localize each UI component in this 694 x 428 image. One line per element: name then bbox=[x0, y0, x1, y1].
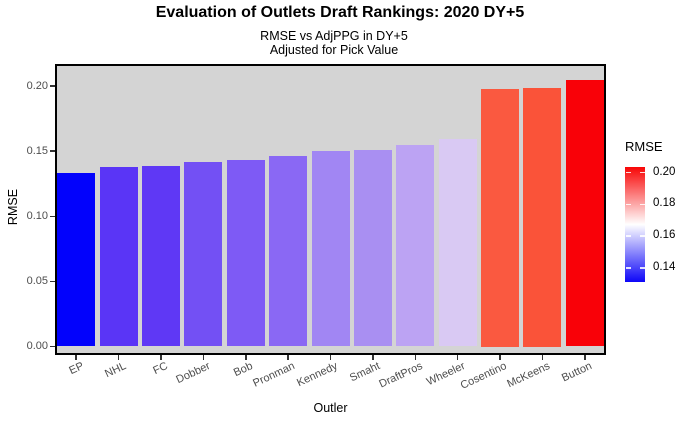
chart-subtitle-line1: RMSE vs AdjPPG in DY+5 bbox=[260, 29, 408, 43]
legend-tick-dash bbox=[625, 203, 631, 206]
y-tick-label: 0.10 bbox=[26, 209, 48, 222]
x-tick-label-NHL: NHL bbox=[102, 360, 128, 381]
legend-gradient-bar bbox=[625, 167, 645, 282]
x-tick-mark bbox=[160, 355, 162, 360]
x-tick-mark bbox=[245, 355, 247, 360]
bar-Wheeler bbox=[438, 139, 477, 347]
x-tick-mark bbox=[584, 355, 586, 360]
chart-subtitle-line2: Adjusted for Pick Value bbox=[269, 43, 399, 57]
x-tick-label-McKeens: McKeens bbox=[504, 360, 552, 391]
legend-tick-dash bbox=[639, 203, 645, 206]
x-tick-mark bbox=[372, 355, 374, 360]
bar-DraftPros bbox=[396, 144, 435, 347]
y-tick-label: 0.20 bbox=[26, 79, 48, 92]
chart-title: Evaluation of Outlets Draft Rankings: 20… bbox=[155, 4, 525, 21]
x-tick-label-Bob: Bob bbox=[231, 360, 255, 380]
legend-tick-dash bbox=[639, 235, 645, 237]
legend-tick-dash bbox=[625, 235, 631, 237]
x-tick-mark bbox=[329, 355, 332, 360]
legend-tick-dash bbox=[625, 171, 631, 174]
x-tick-mark bbox=[499, 355, 501, 360]
bar-EP bbox=[57, 172, 96, 347]
x-tick-mark bbox=[456, 355, 459, 360]
y-tick-mark bbox=[50, 280, 55, 283]
y-tick-mark bbox=[50, 345, 55, 348]
legend-tick-dash bbox=[639, 267, 645, 269]
x-tick-mark bbox=[287, 355, 289, 360]
legend-title: RMSE bbox=[625, 139, 663, 154]
legend-tick-dash bbox=[639, 171, 645, 174]
x-tick-label-DraftPros: DraftPros bbox=[377, 360, 425, 391]
y-tick-mark bbox=[50, 85, 55, 87]
x-tick-label-Cosentino: Cosentino bbox=[459, 360, 510, 392]
bar-Pronman bbox=[269, 155, 308, 347]
x-tick-label-Pronman: Pronman bbox=[251, 360, 298, 390]
x-tick-label-FC: FC bbox=[151, 360, 171, 378]
y-axis-title: RMSE bbox=[6, 188, 20, 226]
bar-Smaht bbox=[353, 150, 392, 347]
legend-tick-label: 0.20 bbox=[653, 165, 676, 178]
x-tick-label-EP: EP bbox=[66, 360, 86, 378]
bar-McKeens bbox=[523, 88, 562, 347]
x-tick-label-Kennedy: Kennedy bbox=[295, 360, 340, 390]
legend-tick-dash bbox=[625, 267, 631, 269]
y-tick-label: 0.15 bbox=[26, 144, 48, 157]
bar-FC bbox=[142, 166, 180, 347]
bar-NHL bbox=[99, 166, 138, 347]
x-tick-mark bbox=[75, 355, 77, 360]
legend-tick-label: 0.18 bbox=[653, 197, 676, 210]
x-tick-mark bbox=[202, 355, 205, 360]
x-tick-mark bbox=[117, 355, 120, 360]
y-tick-label: 0.05 bbox=[26, 274, 48, 287]
legend-tick-label: 0.14 bbox=[653, 261, 676, 273]
y-tick-mark bbox=[50, 150, 55, 152]
x-tick-mark bbox=[541, 355, 544, 360]
bar-Bob bbox=[226, 159, 265, 347]
bar-Button bbox=[565, 79, 604, 347]
x-tick-mark bbox=[414, 355, 416, 360]
bar-Cosentino bbox=[481, 89, 519, 347]
bar-Dobber bbox=[184, 162, 223, 347]
x-axis-title: Outler bbox=[313, 401, 348, 415]
x-tick-label-Dobber: Dobber bbox=[174, 360, 213, 387]
y-tick-label: 0.00 bbox=[26, 340, 48, 352]
y-tick-mark bbox=[50, 215, 55, 217]
legend-tick-label: 0.16 bbox=[653, 229, 676, 242]
x-tick-label-Button: Button bbox=[559, 360, 594, 385]
bar-Kennedy bbox=[311, 151, 350, 347]
